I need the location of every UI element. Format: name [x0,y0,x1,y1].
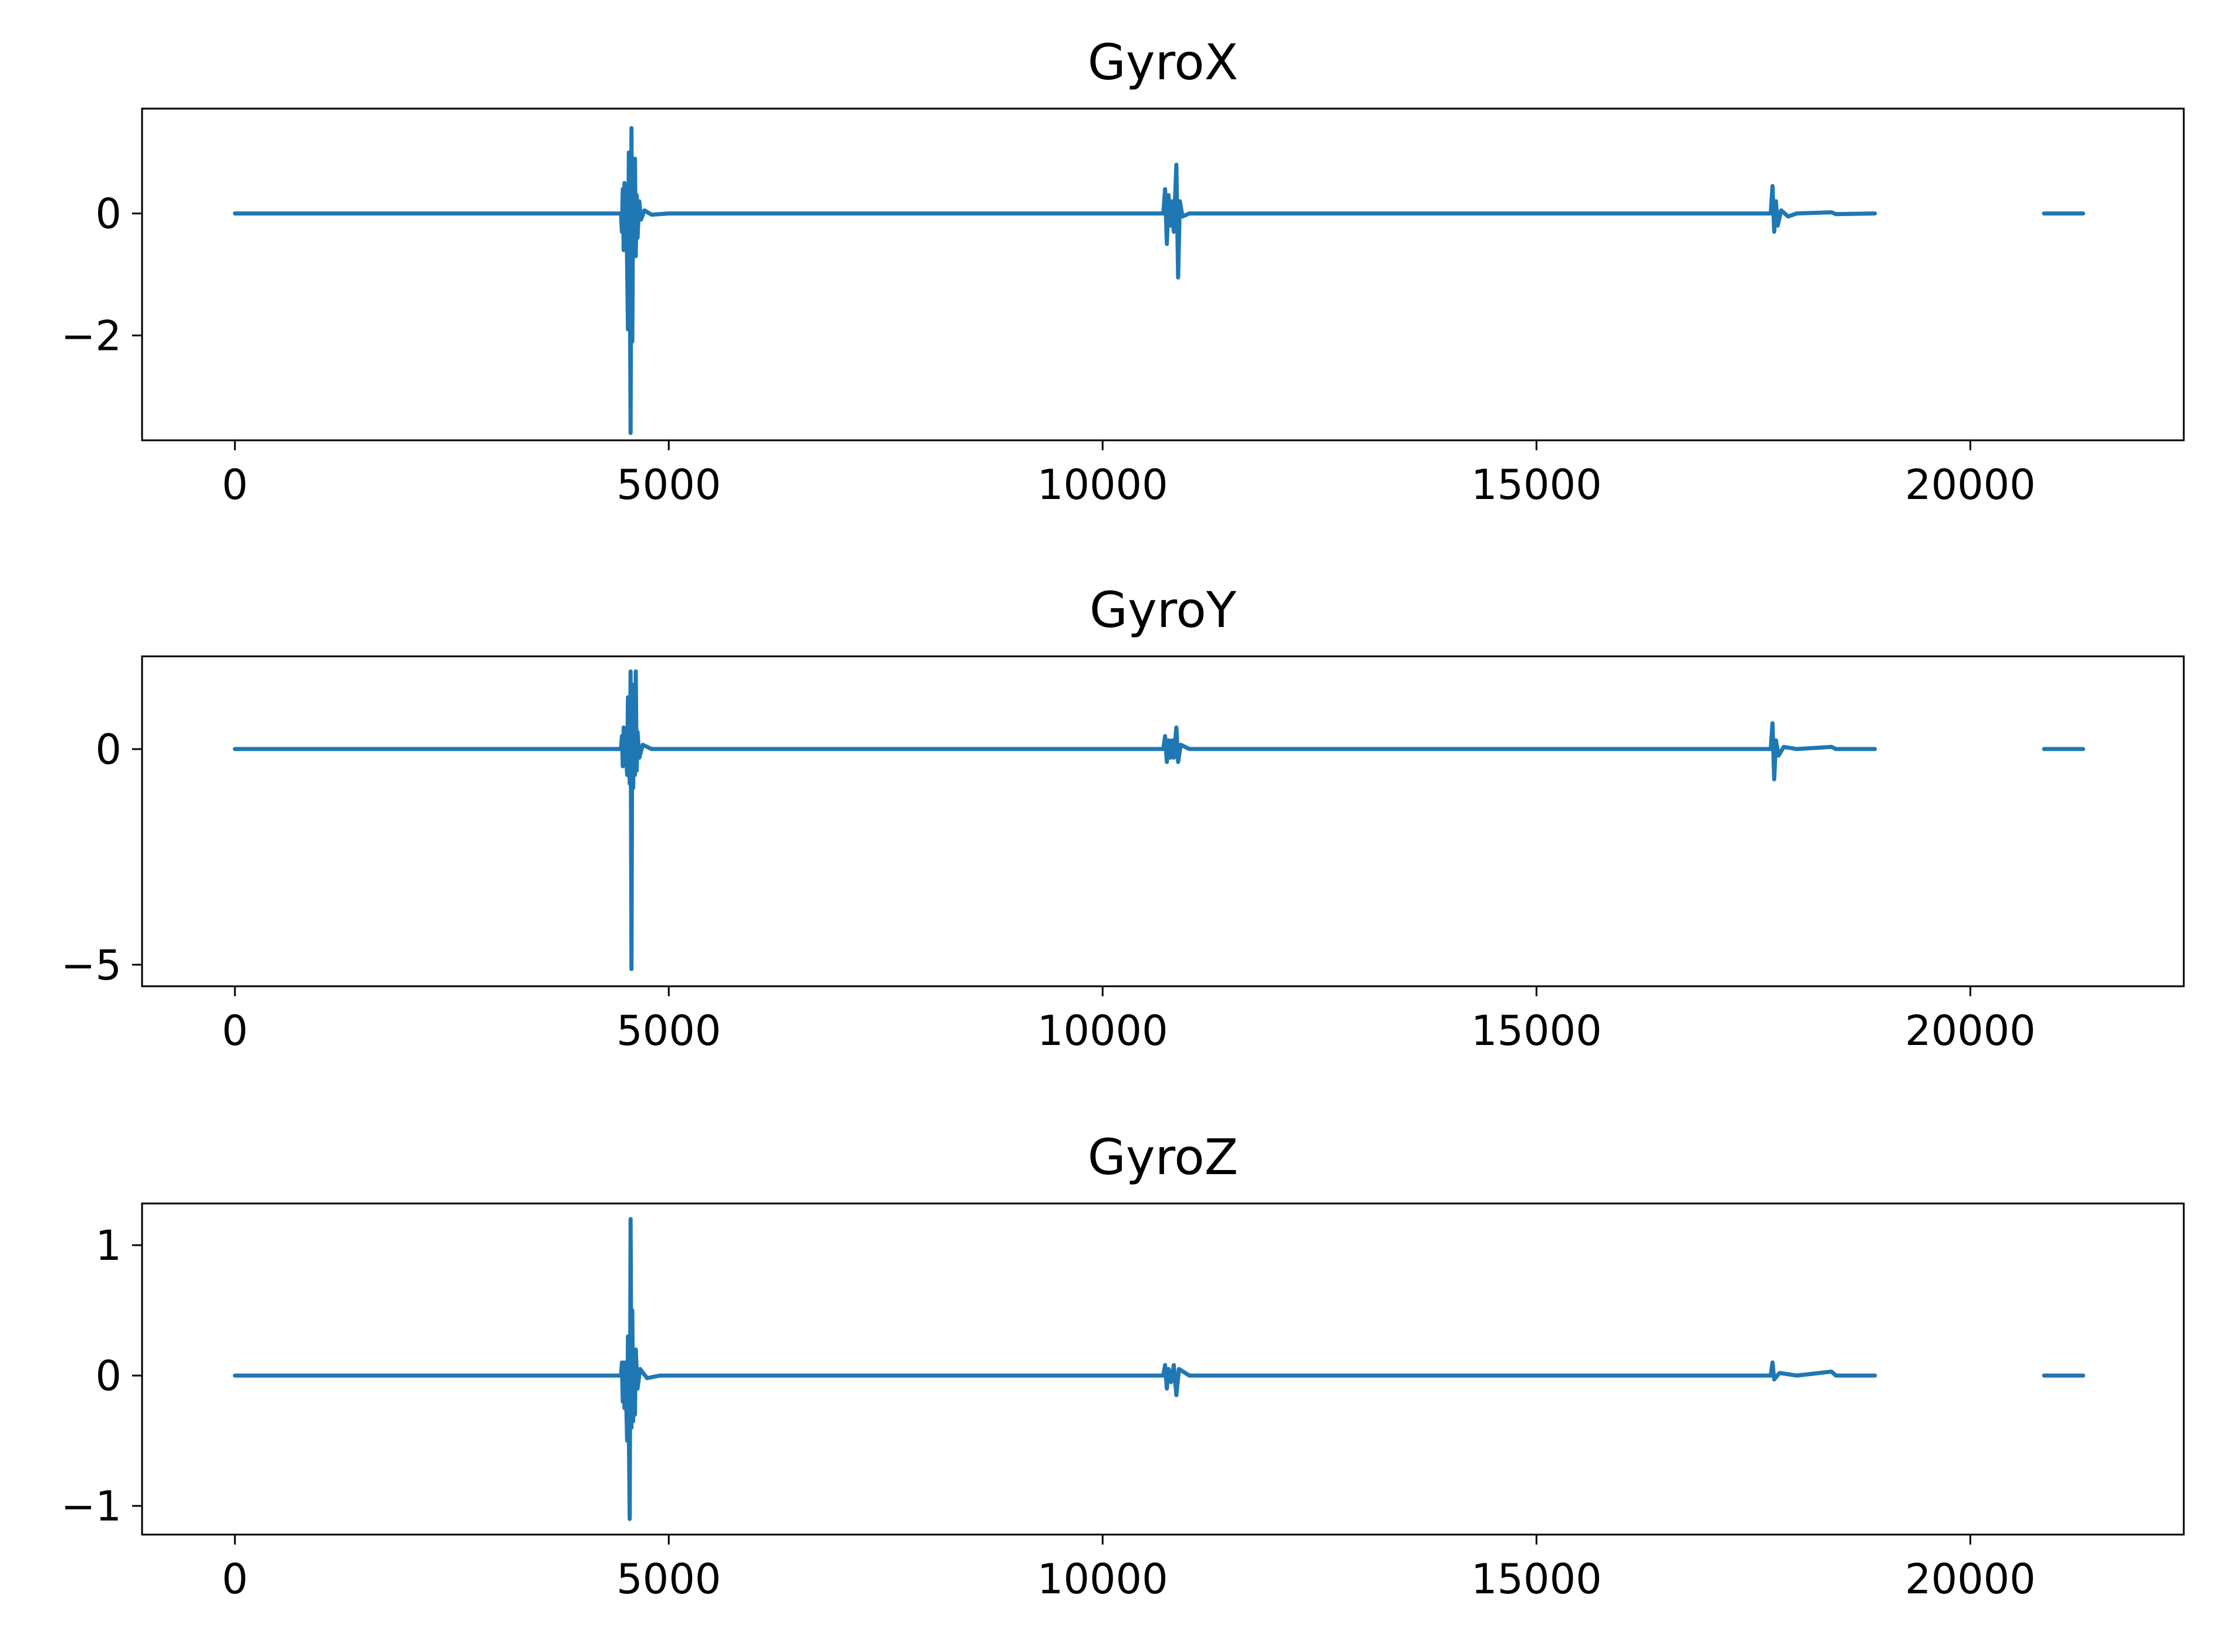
x-tick-label: 5000 [616,1007,721,1055]
x-tick-label: 10000 [1037,1555,1168,1603]
y-tick-label: 0 [95,726,122,774]
x-tick-label: 0 [222,461,248,509]
x-tick-label: 20000 [1905,1555,2036,1603]
subplot-title: GyroY [1090,581,1237,639]
x-tick-label: 10000 [1037,1007,1168,1055]
subplot-3: GyroZ 0 5000 10000 15000 20000 1 0 −1 [61,1128,2185,1603]
y-tick-label: −2 [61,312,122,360]
y-tick-label: 0 [95,190,122,238]
subplot-title: GyroX [1088,33,1238,91]
axes-frame [141,1202,2185,1536]
x-tick-label: 15000 [1471,1555,1602,1603]
subplot-1: GyroX 0 5000 10000 15000 20000 0 −2 [61,33,2185,509]
x-tick-label: 5000 [616,461,721,509]
x-tick-label: 10000 [1037,461,1168,509]
subplot-2: GyroY 0 5000 10000 15000 20000 0 −5 [61,581,2185,1055]
x-tick-label: 20000 [1905,1007,2036,1055]
series-line-segment [232,126,1877,435]
x-tick-label: 15000 [1471,461,1602,509]
y-tick-label: −5 [61,941,122,989]
series-line-segment [232,1217,1877,1521]
subplot-title: GyroZ [1088,1128,1238,1186]
y-tick-label: −1 [61,1482,122,1530]
y-tick-label: 0 [95,1352,122,1400]
x-tick-label: 0 [222,1007,248,1055]
series-line-segment [232,669,1877,972]
x-tick-label: 5000 [616,1555,721,1603]
x-tick-label: 0 [222,1555,248,1603]
y-tick-label: 1 [95,1222,122,1270]
x-tick-label: 20000 [1905,461,2036,509]
axes-frame [141,655,2185,987]
x-tick-label: 15000 [1471,1007,1602,1055]
axes-frame [141,107,2185,441]
